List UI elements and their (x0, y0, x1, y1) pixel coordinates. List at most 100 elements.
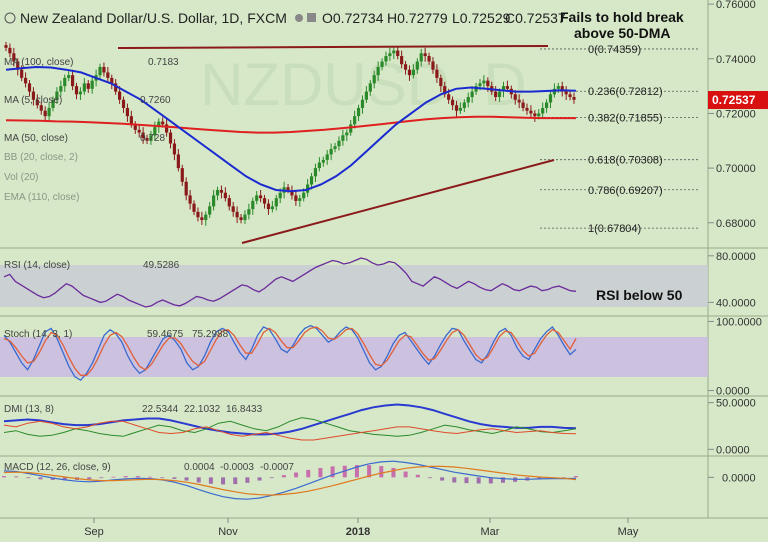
candle-body (235, 211, 239, 218)
candle-body (321, 159, 325, 163)
candle-body (137, 129, 141, 133)
candle-body (125, 107, 130, 117)
settings-icon[interactable] (307, 13, 316, 22)
candle-body (290, 189, 294, 196)
candle-body (55, 91, 59, 100)
candle-body (43, 110, 47, 117)
macd-histogram-bar (440, 477, 445, 481)
fails-annotation-line2: above 50-DMA (574, 25, 670, 41)
candle-body (435, 69, 439, 78)
candle-body (384, 56, 388, 62)
candle-body (47, 107, 51, 117)
macd-histogram-bar (87, 477, 92, 480)
rsi-value: 49.5286 (143, 260, 180, 271)
macd-histogram-bar (367, 465, 372, 478)
stoch-k-line (3, 324, 577, 382)
candle-body (337, 140, 341, 147)
candle-body (204, 214, 208, 221)
macd-histogram-bar (294, 472, 299, 478)
candle-body (470, 91, 474, 98)
expand-icon[interactable] (4, 12, 16, 24)
fib-level-label: 0.786(0.69207) (588, 185, 663, 197)
candle-body (106, 72, 110, 78)
candle-body (556, 86, 560, 89)
candle-body (153, 127, 157, 136)
candle-body (251, 200, 255, 210)
candle-body (423, 53, 427, 57)
macd-histogram-bar (427, 477, 432, 479)
macd-histogram-bar (99, 477, 104, 479)
dmi-value-1: 22.5344 (142, 404, 179, 415)
candle-body (360, 99, 365, 108)
macd-histogram-bar (111, 476, 116, 478)
candle-body (380, 61, 384, 67)
candle-body (388, 53, 392, 57)
sync-icon[interactable] (295, 14, 303, 22)
candle-body (450, 99, 455, 106)
ema-label: EMA (110, close) (4, 192, 79, 203)
candle-body (172, 143, 177, 155)
candle-body (415, 61, 419, 70)
candle-body (533, 113, 537, 117)
macd-title: MACD (12, 26, close, 9) (4, 462, 111, 473)
candle-body (541, 107, 545, 114)
candle-body (525, 107, 529, 111)
candle-body (227, 198, 231, 207)
time-tick-label: May (618, 526, 639, 538)
last-price-tag: 0.72537 (708, 91, 768, 109)
candle-body (298, 198, 302, 201)
low-value: L0.72529 (452, 10, 511, 26)
candle-body (443, 86, 447, 95)
vol-label: Vol (20) (4, 172, 38, 183)
macd-histogram-bar (184, 477, 189, 481)
macd-histogram-bar (476, 477, 481, 484)
candle-body (219, 189, 224, 193)
candle-body (501, 86, 506, 92)
candle-body (231, 206, 235, 212)
macd-histogram-bar (50, 477, 55, 480)
macd-histogram-bar (208, 477, 213, 484)
fib-levels: 0(0.74359) 0.236(0.72812) 0.382(0.71855) 0.… (540, 44, 700, 235)
candle-body (403, 64, 408, 70)
macd-histogram-bar (391, 467, 396, 478)
macd-histogram-bar (464, 477, 469, 484)
high-value: H0.72779 (387, 10, 448, 26)
candle-body (548, 94, 553, 103)
candle-body (368, 83, 372, 92)
rsi-axis: 80.0000 40.0000 (708, 251, 756, 309)
candle-body (67, 75, 71, 78)
macd-histogram-bar (135, 476, 140, 478)
candle-body (31, 91, 36, 100)
candle-body (255, 195, 259, 201)
rsi-line (3, 257, 577, 308)
candle-body (313, 168, 318, 177)
candle-body (247, 209, 251, 215)
dmi-title: DMI (13, 8) (4, 404, 54, 415)
candle-body (274, 198, 278, 207)
candle-body (458, 107, 462, 111)
candle-body (223, 192, 227, 199)
candle-body (145, 138, 149, 141)
rsi-band (0, 265, 708, 307)
macd-histogram-bar (415, 474, 420, 478)
stoch-title: Stoch (14, 3, 1) (4, 329, 72, 340)
resistance-trendline (117, 45, 549, 49)
macd-histogram-bar (245, 477, 250, 483)
candle-body (341, 135, 345, 141)
ma50-value-label: 0.728 (140, 133, 165, 144)
candle-body (141, 132, 145, 139)
candle-body (208, 206, 212, 215)
candle-body (396, 50, 400, 57)
close-value: C0.72537 (505, 10, 566, 26)
dmi-value-3: 16.8433 (226, 404, 263, 415)
candle-body (16, 61, 20, 70)
macd-histogram-bar (14, 476, 19, 478)
stoch-band (0, 337, 708, 377)
macd-histogram-bar (379, 466, 384, 478)
macd-histogram-bar (269, 477, 274, 479)
candle-body (51, 99, 55, 108)
macd-histogram-bar (281, 475, 286, 478)
macd-histogram-bar (488, 477, 493, 484)
candle-body (192, 203, 196, 212)
candle-body (560, 86, 564, 92)
